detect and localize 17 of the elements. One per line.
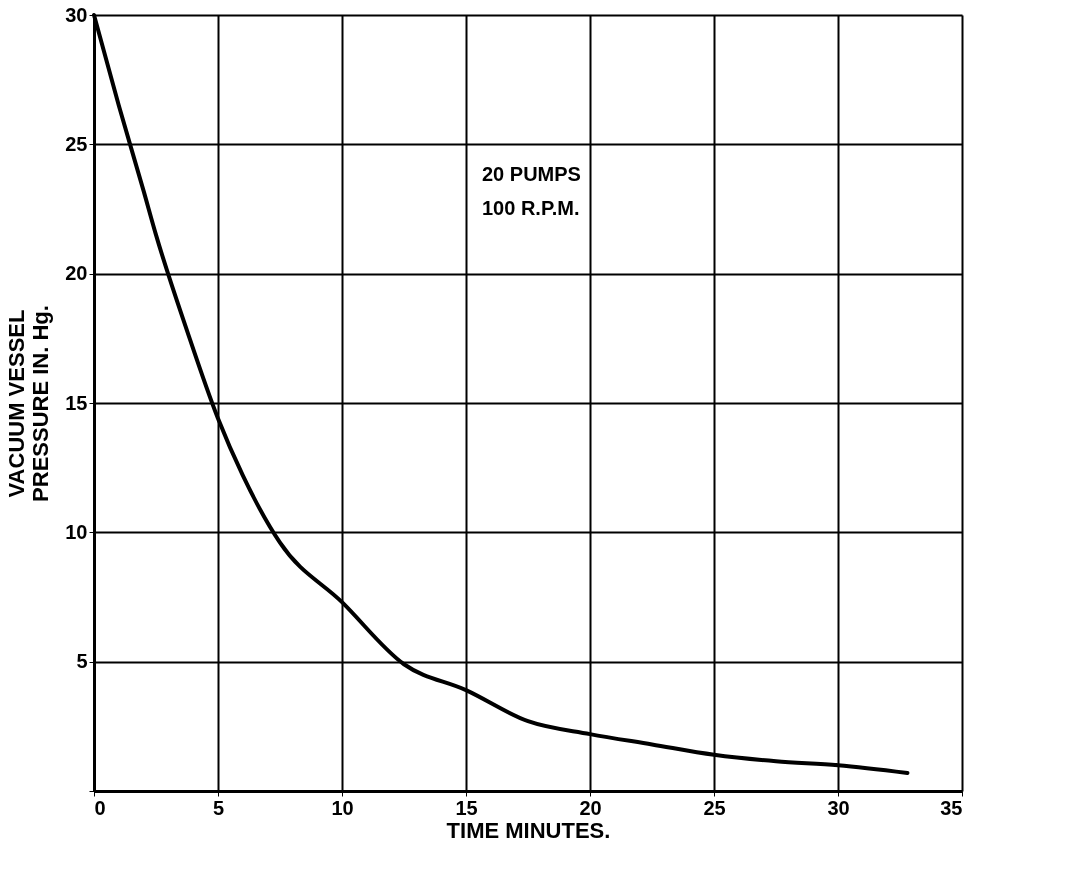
x-tick-label: 0 xyxy=(94,796,106,819)
x-tick-label: 35 xyxy=(940,796,963,819)
x-tick-label: 30 xyxy=(827,796,850,819)
x-axis-title: TIME MINUTES. xyxy=(446,817,611,843)
y-tick-label: 20 xyxy=(65,262,88,285)
x-tick-label: 15 xyxy=(455,796,478,819)
x-tick-label: 10 xyxy=(331,796,354,819)
y-tick-label: 10 xyxy=(65,520,88,543)
y-axis-title: VACUUM VESSEL PRESSURE IN. Hg. xyxy=(4,305,54,502)
y-tick-label: 15 xyxy=(65,391,88,414)
y-tick-label: 30 xyxy=(65,3,88,26)
annotation: 20 PUMPS 100 R.P.M. xyxy=(482,163,581,219)
x-tick-label: 20 xyxy=(579,796,602,819)
y-tick-label: 25 xyxy=(65,132,88,155)
x-tick-label: 25 xyxy=(703,796,726,819)
y-tick-label: 5 xyxy=(76,650,88,673)
x-tick-label: 5 xyxy=(212,796,225,819)
